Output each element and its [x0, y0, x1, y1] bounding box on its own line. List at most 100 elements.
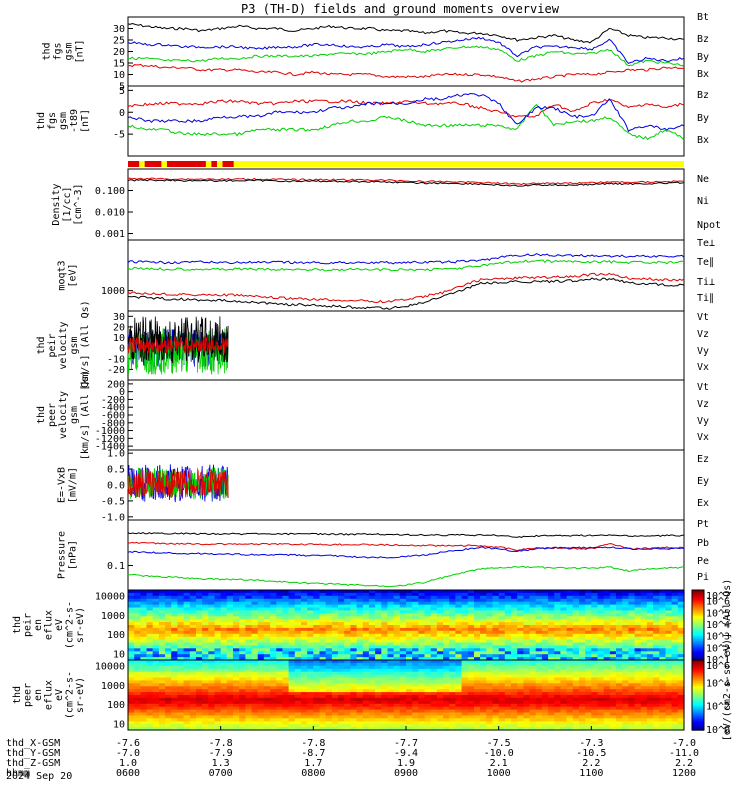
heatmap-cell — [671, 607, 679, 611]
heatmap-cell — [134, 630, 141, 635]
heatmap-cell — [171, 651, 178, 655]
heatmap-cell — [301, 651, 308, 655]
heatmap-cell — [480, 651, 487, 655]
heatmap-cell — [467, 622, 475, 626]
heatmap-cell — [134, 718, 141, 722]
heatmap-cell — [239, 648, 246, 652]
heatmap-cell — [270, 718, 277, 722]
heatmap-cell — [399, 648, 407, 652]
heatmap-cell — [498, 700, 506, 705]
heatmap-cell — [245, 590, 253, 594]
heatmap-cell — [443, 613, 450, 617]
heatmap-cell — [424, 706, 432, 711]
heatmap-cell — [671, 639, 679, 644]
heatmap-cell — [424, 683, 432, 687]
heatmap-cell — [177, 630, 185, 635]
heatmap-cell — [424, 668, 432, 673]
heatmap-cell — [368, 695, 376, 699]
heatmap-cell — [294, 601, 302, 606]
heatmap-cell — [622, 633, 629, 638]
heatmap-cell — [350, 630, 358, 635]
heatmap-cell — [597, 712, 605, 716]
heatmap-cell — [356, 671, 364, 676]
heatmap-cell — [239, 592, 246, 597]
heatmap-cell — [406, 592, 413, 597]
heatmap-cell — [579, 662, 586, 667]
heatmap-cell — [325, 657, 333, 661]
heatmap-cell — [375, 604, 382, 609]
heatmap-cell — [634, 657, 642, 661]
heatmap-cell — [158, 590, 166, 594]
heatmap-cell — [504, 703, 512, 708]
heatmap-cell — [511, 622, 518, 626]
heatmap-cell — [634, 674, 642, 679]
heatmap-cell — [492, 651, 500, 655]
heatmap-cell — [319, 619, 327, 623]
heatmap-cell — [362, 654, 370, 658]
heatmap-cell — [165, 674, 172, 679]
heatmap-cell — [504, 689, 512, 693]
heatmap-cell — [430, 712, 438, 716]
heatmap-cell — [560, 627, 568, 632]
heatmap-cell — [344, 680, 351, 684]
heatmap-cell — [671, 619, 679, 623]
heatmap-cell — [659, 677, 667, 681]
heatmap-cell — [406, 727, 413, 731]
heatmap-cell — [529, 665, 537, 670]
heatmap-cell — [480, 709, 487, 714]
heatmap-cell — [196, 686, 203, 690]
heatmap-cell — [474, 657, 481, 661]
heatmap-cell — [381, 639, 389, 644]
heatmap-cell — [263, 706, 271, 711]
heatmap-cell — [214, 636, 222, 641]
heatmap-cell — [572, 660, 580, 664]
heatmap-cell — [393, 700, 401, 705]
heatmap-cell — [387, 595, 395, 600]
heatmap-cell — [368, 639, 376, 644]
heatmap-cell — [597, 639, 605, 644]
heatmap-cell — [288, 592, 296, 597]
heatmap-cell — [239, 651, 246, 655]
heatmap-cell — [548, 662, 555, 667]
heatmap-cell — [523, 721, 531, 725]
heatmap-cell — [251, 665, 259, 670]
heatmap-cell — [443, 604, 450, 609]
heatmap-cell — [239, 668, 246, 673]
heatmap-cell — [665, 674, 673, 679]
heatmap-cell — [541, 718, 549, 722]
heatmap-cell — [548, 613, 555, 617]
heatmap-cell — [165, 712, 172, 716]
heatmap-cell — [152, 633, 160, 638]
heatmap-cell — [189, 595, 197, 600]
heatmap-cell — [338, 639, 345, 644]
heatmap-cell — [251, 590, 259, 594]
heatmap-cell — [548, 686, 555, 690]
heatmap-cell — [554, 627, 562, 632]
heatmap-cell — [603, 692, 611, 696]
heatmap-cell — [158, 697, 166, 702]
heatmap-cell — [158, 662, 166, 667]
heatmap-cell — [418, 598, 426, 603]
heatmap-cell — [350, 604, 358, 609]
heatmap-cell — [418, 636, 426, 641]
heatmap-cell — [220, 607, 228, 611]
heatmap-cell — [313, 636, 321, 641]
heatmap-cell — [640, 677, 648, 681]
heatmap-cell — [560, 689, 568, 693]
heatmap-cell — [504, 633, 512, 638]
heatmap-cell — [134, 610, 141, 614]
heatmap-cell — [356, 607, 364, 611]
heatmap-cell — [387, 645, 395, 649]
heatmap-cell — [430, 630, 438, 635]
heatmap-cell — [128, 619, 135, 623]
heatmap-cell — [498, 595, 506, 600]
heatmap-cell — [671, 727, 679, 731]
heatmap-cell — [307, 660, 314, 664]
heatmap-cell — [152, 590, 160, 594]
heatmap-cell — [424, 607, 432, 611]
heatmap-cell — [406, 660, 413, 664]
heatmap-cell — [455, 645, 463, 649]
heatmap-cell — [628, 601, 636, 606]
heatmap-cell — [208, 595, 216, 600]
heatmap-cell — [529, 700, 537, 705]
